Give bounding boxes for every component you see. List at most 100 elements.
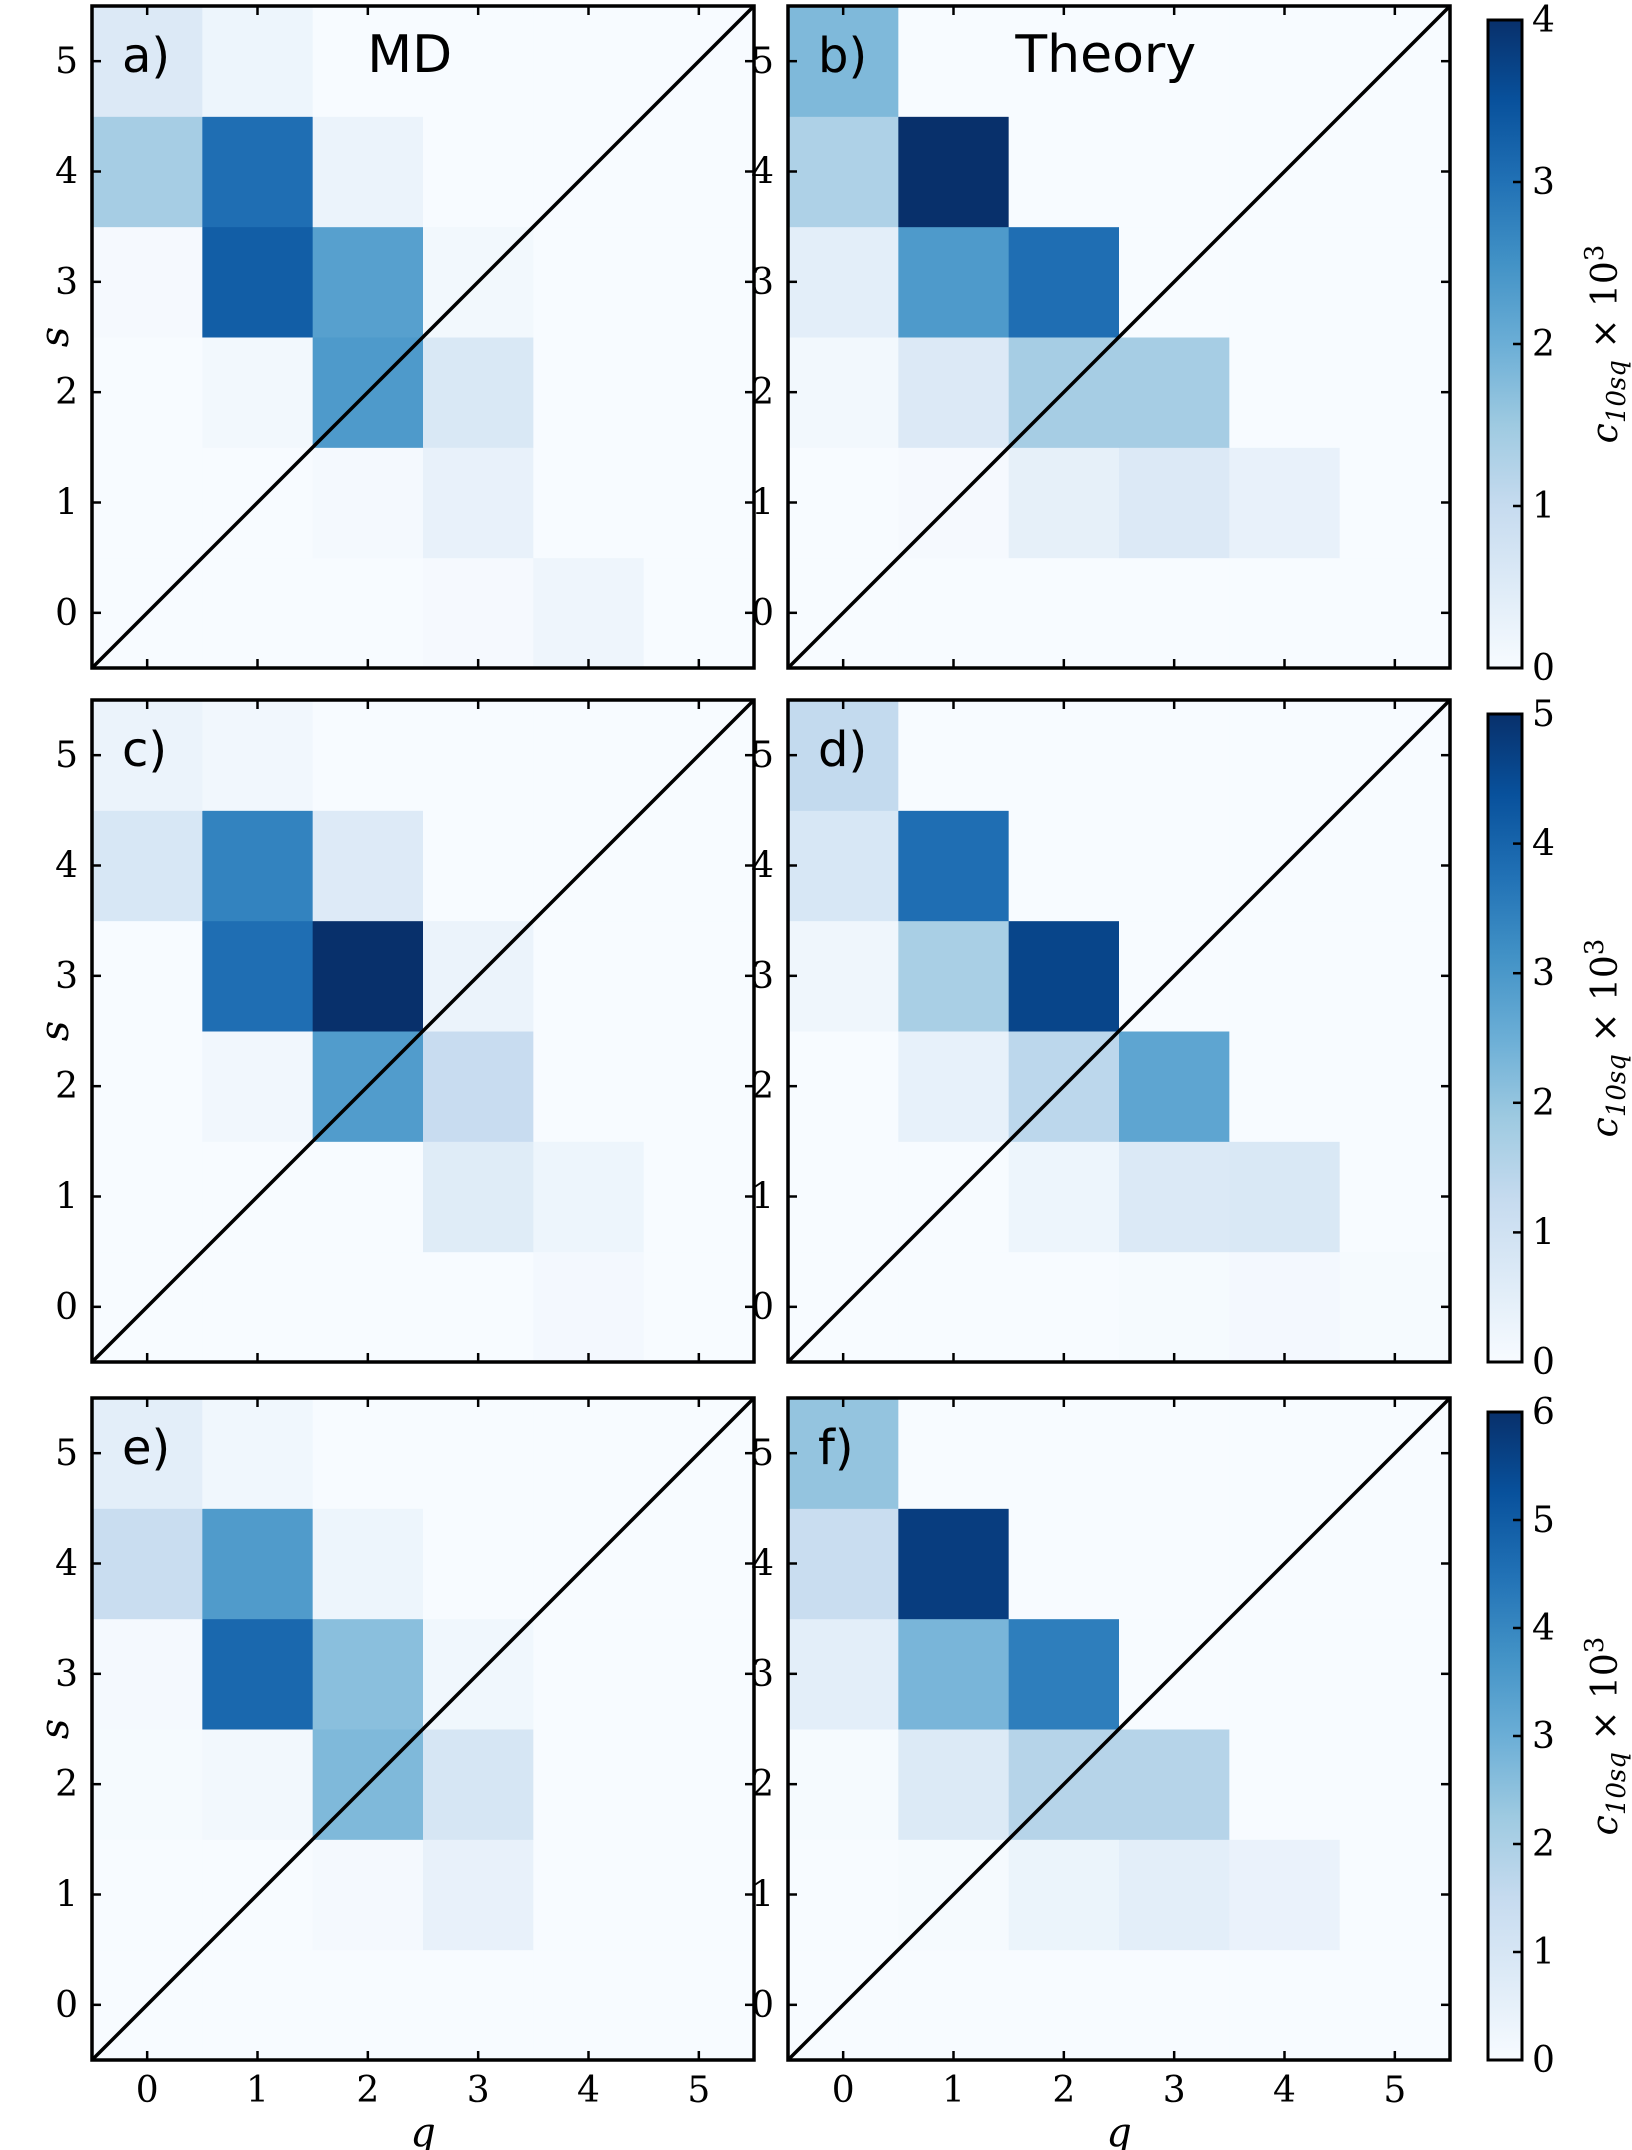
- heatmap-cell: [533, 920, 645, 1032]
- y-tick-label: 0: [751, 593, 774, 634]
- heatmap-cell: [898, 557, 1010, 669]
- heatmap-cell: [423, 116, 534, 228]
- heatmap-cell: [1229, 447, 1341, 559]
- colorbar-tick-label: 0: [1532, 648, 1555, 689]
- heatmap-cell: [202, 700, 314, 811]
- heatmap-cell: [898, 920, 1010, 1032]
- heatmap-cell: [312, 1949, 424, 2061]
- heatmap-cell: [533, 1251, 645, 1363]
- heatmap-cell: [423, 810, 534, 922]
- y-tick-label: 0: [751, 1985, 774, 2026]
- heatmap-cell: [423, 700, 534, 811]
- heatmap-cell: [1119, 1949, 1230, 2061]
- heatmap-cell: [1008, 1508, 1120, 1620]
- heatmap-cell: [92, 1031, 203, 1142]
- y-axis-label: s: [32, 1719, 78, 1740]
- heatmap-cell: [202, 337, 314, 448]
- axes-frame: [786, 698, 1452, 1364]
- heatmap-cell: [1119, 337, 1230, 448]
- panel-c: 0 1 2 3 4 5 c) s: [32, 698, 756, 1364]
- y-tick-label: 2: [751, 1066, 774, 1107]
- heatmap-cell: [1119, 1398, 1230, 1509]
- heatmap-cell: [202, 920, 314, 1032]
- heatmap-cell: [533, 557, 645, 669]
- heatmap-cell: [92, 226, 203, 338]
- diagonal-line: [786, 1396, 1452, 2062]
- panel-label: e): [122, 1420, 170, 1476]
- heatmap-cell: [92, 6, 203, 117]
- y-tick-label: 1: [55, 1875, 78, 1916]
- y-tick-label: 5: [55, 41, 78, 82]
- colorbar-tick-label: 0: [1532, 1342, 1555, 1383]
- heatmap-cell: [312, 810, 424, 922]
- y-tick-label: 4: [55, 846, 78, 887]
- heatmap-cell: [202, 1251, 314, 1363]
- heatmap-cell: [898, 1949, 1010, 2061]
- y-tick-label: 4: [55, 1544, 78, 1585]
- heatmap-cell: [202, 116, 314, 228]
- heatmap-cell: [533, 1031, 645, 1142]
- heatmap-cell: [898, 226, 1010, 338]
- x-tick-label: 3: [467, 2070, 490, 2111]
- heatmap-cell: [1229, 1141, 1341, 1253]
- heatmap-cell: [1229, 1251, 1341, 1363]
- heatmap-cell: [643, 1508, 755, 1620]
- x-tick-label: 4: [577, 2070, 600, 2111]
- colorbar-tick-label: 3: [1532, 1716, 1555, 1757]
- heatmap-cell: [92, 1141, 203, 1253]
- colorbar-1: 0 1 2 3 4 5 c10sq × 103: [1486, 694, 1632, 1383]
- heatmap-cell: [1229, 1618, 1341, 1730]
- colorbar-tick-label: 1: [1532, 1932, 1555, 1973]
- heatmap-cell: [643, 810, 755, 922]
- x-tick-label: 5: [1383, 2070, 1406, 2111]
- heatmap-cell: [1339, 226, 1451, 338]
- heatmap-cell: [312, 557, 424, 669]
- y-tick-label: 5: [55, 735, 78, 776]
- axes-frame: [786, 1396, 1452, 2062]
- heatmap-cell: [788, 1839, 899, 1951]
- heatmap-cell: [643, 1949, 755, 2061]
- heatmap-cell: [1339, 447, 1451, 559]
- heatmap-cell: [423, 1949, 534, 2061]
- heatmap-cell: [92, 1508, 203, 1620]
- panel-label: a): [122, 28, 170, 84]
- x-tick-label: 2: [356, 2070, 379, 2111]
- heatmap-cell: [1229, 1839, 1341, 1951]
- heatmap-cell: [643, 1251, 755, 1363]
- heatmap-cell: [788, 700, 899, 811]
- colorbar-tick-label: 1: [1532, 486, 1555, 527]
- heatmap-cell: [643, 337, 755, 448]
- heatmap-cell: [312, 1508, 424, 1620]
- heatmap-cell: [533, 1949, 645, 2061]
- x-tick-label: 3: [1163, 2070, 1186, 2111]
- heatmap-cell: [898, 1398, 1010, 1509]
- heatmap-cell: [533, 1729, 645, 1840]
- heatmap-cell: [533, 1618, 645, 1730]
- y-tick-label: 1: [751, 1177, 774, 1218]
- heatmap-cell: [1119, 557, 1230, 669]
- panel-e: 0 1 2 3 4 5 0 1 2 3 4 5 e) s q: [32, 1396, 756, 2150]
- heatmap-cell: [788, 1618, 899, 1730]
- diagonal-line: [90, 4, 756, 670]
- heatmap-cell: [423, 1508, 534, 1620]
- colorbar-tick-label: 2: [1532, 324, 1555, 365]
- y-tick-label: 1: [55, 483, 78, 524]
- heatmap-cell: [1229, 6, 1341, 117]
- diagonal-line: [786, 4, 1452, 670]
- heatmap-cell: [788, 1729, 899, 1840]
- colorbar-tick-label: 1: [1532, 1212, 1555, 1253]
- panel-b: 0 1 2 3 4 5 b) Theory: [751, 4, 1452, 670]
- heatmap-cell: [202, 557, 314, 669]
- heatmap-cell: [533, 337, 645, 448]
- heatmap-cell: [92, 920, 203, 1032]
- heatmap-cell: [1339, 116, 1451, 228]
- heatmap-cell: [423, 1729, 534, 1840]
- diagonal-line: [90, 1396, 756, 2062]
- heatmap-cell: [1008, 1141, 1120, 1253]
- heatmap-cell: [1339, 1031, 1451, 1142]
- heatmap-cell: [533, 6, 645, 117]
- heatmap-cell: [423, 1839, 534, 1951]
- heatmap-cell: [1008, 6, 1120, 117]
- y-tick-label: 5: [55, 1433, 78, 1474]
- heatmap-cell: [1119, 1508, 1230, 1620]
